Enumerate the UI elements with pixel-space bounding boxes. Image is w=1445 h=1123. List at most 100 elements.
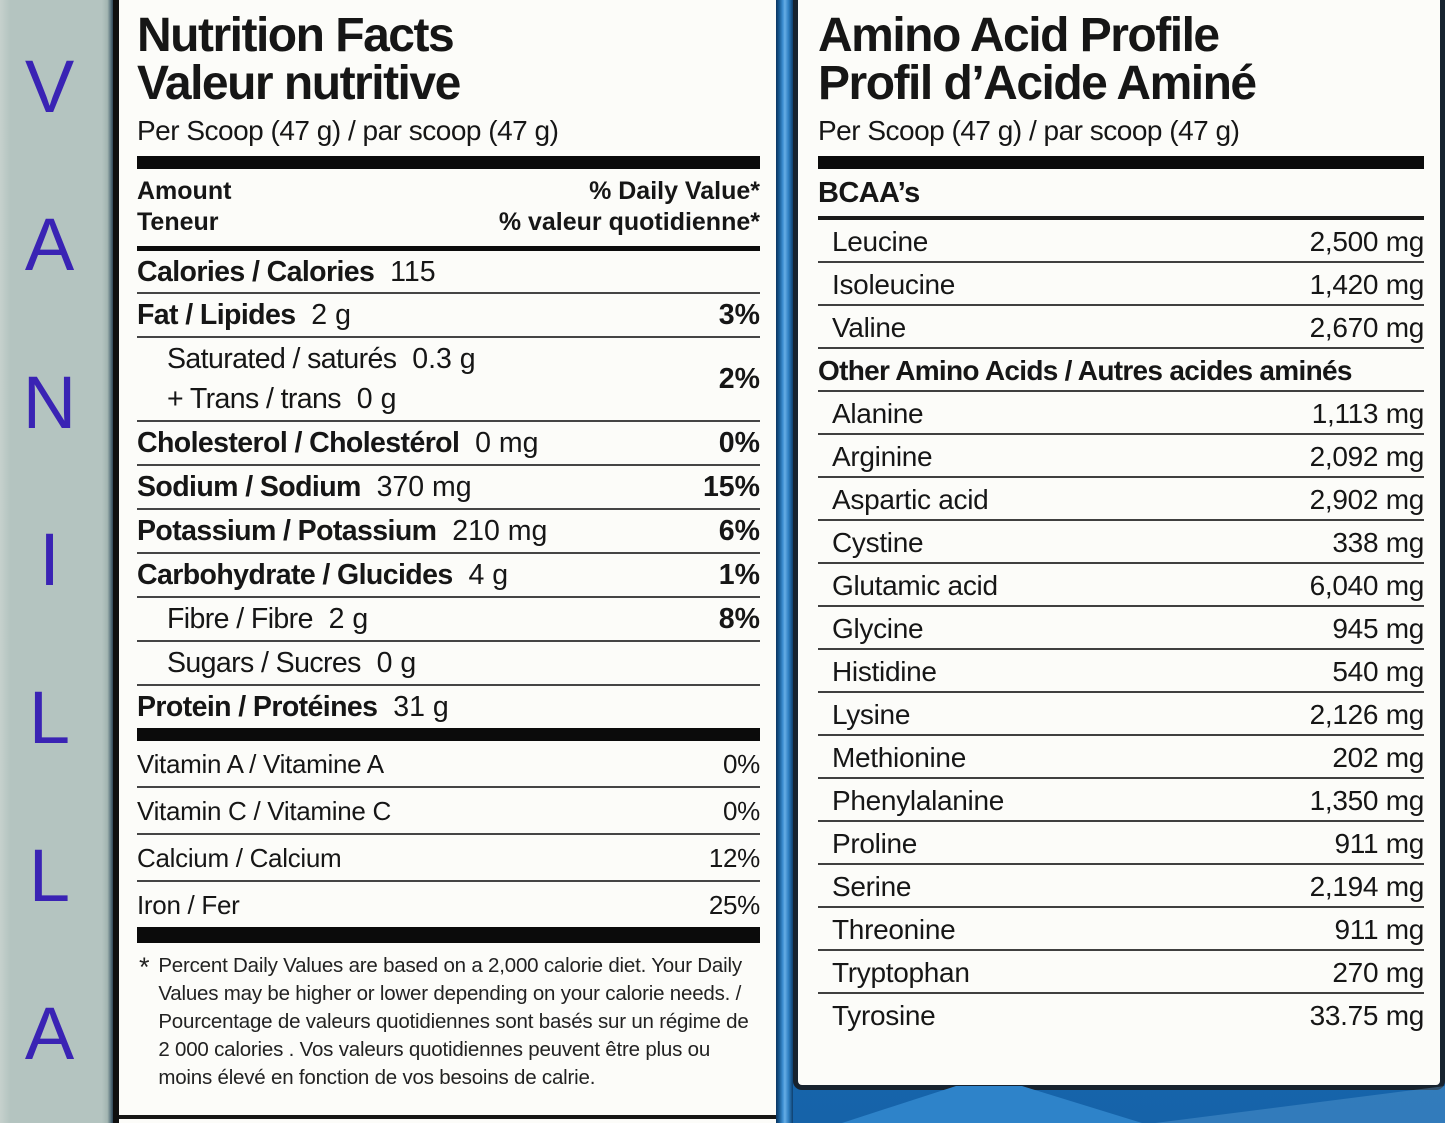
nutrient-amount: 0 mg (459, 427, 539, 460)
background-corner-highlight (1155, 1086, 1445, 1123)
nutrient-line: Sugars / Sucres 0 g (167, 646, 416, 679)
nutrition-row: Sugars / Sucres 0 g (137, 642, 760, 686)
nutrient-label: Saturated / saturés 0.3 g + Trans / trans… (137, 343, 476, 416)
amino-acid-row: Alanine 1,113 mg (818, 392, 1424, 435)
nutrient-line: Cholesterol / Cholestérol 0 mg (137, 427, 539, 460)
nutrition-row: Fibre / Fibre 2 g 8% (137, 598, 760, 642)
amino-acid-amount: 2,500 mg (1309, 226, 1425, 257)
nutrient-label: Fat / Lipides 2 g (137, 299, 351, 332)
amino-acid-amount: 2,670 mg (1309, 312, 1425, 343)
vitamin-rows: Vitamin A / Vitamine A 0% Vitamin C / Vita… (137, 741, 760, 927)
nutrient-amount: 4 g (452, 558, 509, 591)
amino-acid-name: Glutamic acid (832, 570, 998, 601)
column-header: Amount Teneur % Daily Value* % valeur qu… (137, 169, 760, 251)
bcaa-section-header: BCAA’s (818, 169, 1424, 220)
amino-acid-row: Valine 2,670 mg (818, 306, 1424, 349)
vitamin-row: Vitamin C / Vitamine C 0% (137, 788, 760, 835)
vitamin-row: Calcium / Calcium 12% (137, 835, 760, 882)
nutrient-name: Sugars / Sucres (167, 646, 361, 679)
flavor-letter: A (24, 202, 75, 286)
nutrient-name: Potassium / Potassium (137, 515, 437, 548)
amino-acid-row: Glycine 945 mg (818, 607, 1424, 650)
nutrition-title-en: Nutrition Facts (137, 9, 455, 62)
nutrient-name: Protein / Protéines (137, 690, 378, 723)
amino-acid-row: Cystine 338 mg (818, 521, 1424, 564)
daily-value-percent: 25% (708, 889, 760, 920)
amino-acid-amount: 338 mg (1332, 527, 1424, 558)
amino-acid-amount: 540 mg (1332, 656, 1424, 687)
vitamin-name: Vitamin C / Vitamine C (137, 795, 391, 826)
amino-acid-amount: 2,902 mg (1309, 484, 1425, 515)
amino-acid-amount: 2,126 mg (1309, 699, 1425, 730)
nutrition-row: Carbohydrate / Glucides 4 g 1% (137, 554, 760, 598)
nutrient-label: Sodium / Sodium 370 mg (137, 471, 472, 504)
vitamin-name: Vitamin A / Vitamine A (137, 748, 384, 779)
amino-acid-row: Methionine 202 mg (818, 736, 1424, 779)
nutrient-name: Fibre / Fibre (167, 602, 313, 635)
nutrient-amount: 115 (374, 255, 436, 288)
daily-value-footnote: * Percent Daily Values are based on a 2,… (137, 952, 760, 1092)
separator-bar (137, 727, 760, 741)
amino-acid-row: Leucine 2,500 mg (818, 220, 1424, 263)
nutrient-name: Calories / Calories (137, 255, 375, 288)
nutrient-name: Fat / Lipides (137, 299, 296, 332)
vitamin-row: Vitamin A / Vitamine A 0% (137, 741, 760, 788)
nutrient-amount: 370 mg (360, 471, 472, 504)
daily-value-percent: 3% (718, 299, 760, 332)
amino-acid-name: Leucine (832, 226, 928, 257)
amino-acid-amount: 33.75 mg (1309, 1000, 1425, 1031)
nutrient-name: + Trans / trans (167, 383, 342, 416)
nutrient-line: Saturated / saturés 0.3 g (167, 343, 476, 376)
nutrient-label: Cholesterol / Cholestérol 0 mg (137, 427, 539, 460)
amino-acid-row: Isoleucine 1,420 mg (818, 263, 1424, 306)
amino-acid-row: Arginine 2,092 mg (818, 435, 1424, 478)
nutrient-line: Calories / Calories 115 (137, 255, 436, 288)
amino-acid-row: Glutamic acid 6,040 mg (818, 564, 1424, 607)
nutrient-name: Sodium / Sodium (137, 471, 361, 504)
nutrition-row: Fat / Lipides 2 g 3% (137, 294, 760, 339)
amino-acid-name: Phenylalanine (832, 785, 1005, 816)
amino-acid-name: Aspartic acid (832, 484, 989, 515)
nutrient-amount: 210 mg (436, 515, 548, 548)
nutrient-label: Carbohydrate / Glucides 4 g (137, 558, 509, 591)
flavor-letter: L (28, 676, 71, 760)
nutrient-amount: 2 g (295, 299, 351, 332)
vitamin-row: Iron / Fer 25% (137, 882, 760, 927)
column-header-daily-value: % Daily Value* % valeur quotidienne* (498, 177, 760, 237)
amino-acid-amount: 911 mg (1334, 914, 1424, 945)
nutrient-amount: 0 g (340, 383, 397, 416)
serving-size-line: Per Scoop (47 g) / par scoop (47 g) (137, 115, 559, 146)
nutrient-line: + Trans / trans 0 g (167, 383, 476, 416)
nutrient-line: Fat / Lipides 2 g (137, 299, 351, 332)
amino-acid-amount: 1,420 mg (1309, 269, 1425, 300)
asterisk-symbol: * (139, 951, 150, 982)
amino-acid-row: Aspartic acid 2,902 mg (818, 478, 1424, 521)
nutrient-line: Potassium / Potassium 210 mg (137, 515, 548, 548)
flavor-letter: L (28, 834, 71, 918)
daily-value-percent: 8% (718, 602, 760, 635)
separator-bar (137, 156, 760, 169)
amino-acid-row: Proline 911 mg (818, 822, 1424, 865)
amino-acid-amount: 2,194 mg (1309, 871, 1425, 902)
nutrition-row: Potassium / Potassium 210 mg 6% (137, 510, 760, 554)
nutrition-row: Calories / Calories 115 (137, 251, 760, 295)
amino-acid-panel: Amino Acid Profile Profil d’Acide Aminé … (793, 0, 1445, 1090)
daily-value-percent: 2% (718, 363, 760, 396)
nutrition-facts-panel: Nutrition Facts Valeur nutritive Per Sco… (113, 0, 776, 1123)
daily-value-percent: 1% (718, 558, 760, 591)
daily-value-percent: 15% (702, 471, 760, 504)
amino-acid-name: Proline (832, 828, 918, 859)
serving-size-line: Per Scoop (47 g) / par scoop (47 g) (818, 115, 1240, 146)
vitamin-name: Iron / Fer (137, 889, 240, 920)
amino-acid-amount: 270 mg (1332, 957, 1424, 988)
nutrient-line: Protein / Protéines 31 g (137, 690, 449, 723)
daily-value-percent: 12% (708, 842, 760, 873)
amino-acid-name: Glycine (832, 613, 924, 644)
nutrient-name: Saturated / saturés (167, 343, 397, 376)
daily-value-percent: 0% (723, 795, 760, 826)
nutrient-name: Carbohydrate / Glucides (137, 558, 453, 591)
bcaa-rows: Leucine 2,500 mg Isoleucine 1,420 mg Valine 2… (818, 220, 1424, 349)
amino-acid-name: Arginine (832, 441, 933, 472)
amino-acid-name: Tryptophan (832, 957, 970, 988)
